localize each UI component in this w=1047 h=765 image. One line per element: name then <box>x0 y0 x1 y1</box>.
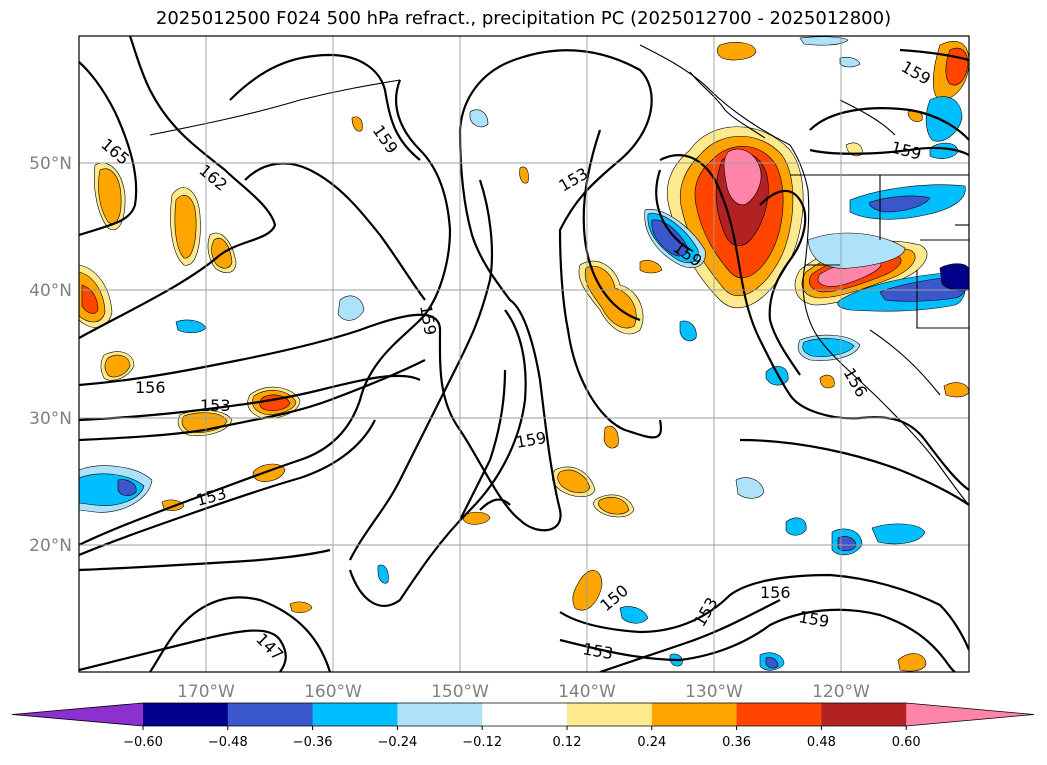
colorbar-segment <box>567 703 653 726</box>
colorbar-extend-min <box>12 703 143 726</box>
contour-label: 156 <box>135 378 166 397</box>
lon-label-150w: 150°W <box>431 682 489 702</box>
refractivity-contours <box>79 36 969 672</box>
colorbar-tick-label: 0.24 <box>637 735 666 750</box>
colorbar-segment <box>227 703 314 726</box>
colorbar-segment <box>143 703 229 726</box>
colorbar-tick-label: −0.12 <box>462 735 502 750</box>
map-frame <box>78 35 970 673</box>
lat-label-40n: 40°N <box>29 281 72 301</box>
map-title: 2025012500 F024 500 hPa refract., precip… <box>155 8 892 29</box>
lat-label-50n: 50°N <box>29 154 72 174</box>
colorbar: −0.60 −0.48 −0.36 −0.24 −0.12 0.12 0.24 0.36 0.4… <box>11 702 1035 750</box>
colorbar-segment <box>482 703 568 726</box>
colorbar-tick-label: 0.36 <box>722 735 751 750</box>
graticule <box>79 36 969 672</box>
colorbar-tick-label: 0.48 <box>807 735 836 750</box>
colorbar-segment <box>312 703 398 726</box>
lon-label-130w: 130°W <box>685 682 743 702</box>
colorbar-segment <box>821 703 907 726</box>
colorbar-tick-label: −0.36 <box>293 735 333 750</box>
colorbar-tick-label: 0.12 <box>553 735 582 750</box>
colorbar-tick-label: −0.60 <box>123 735 163 750</box>
lat-label-20n: 20°N <box>29 536 72 556</box>
lon-label-170w: 170°W <box>177 682 235 702</box>
colorbar-segment <box>651 703 738 726</box>
colorbar-extend-max <box>906 703 1034 726</box>
colorbar-segment <box>736 703 822 726</box>
lon-label-160w: 160°W <box>304 682 362 702</box>
colorbar-tick-label: −0.24 <box>377 735 417 750</box>
colorbar-tick-label: −0.48 <box>208 735 248 750</box>
contour-label: 153 <box>200 396 231 415</box>
lon-label-140w: 140°W <box>558 682 616 702</box>
contour-label: 156 <box>760 583 791 602</box>
colorbar-tick-label: 0.60 <box>892 735 921 750</box>
precip-negative-shading <box>79 36 969 671</box>
lon-label-120w: 120°W <box>812 682 870 702</box>
colorbar-segment <box>397 703 483 726</box>
coastlines <box>149 44 969 506</box>
lat-label-30n: 30°N <box>29 409 72 429</box>
